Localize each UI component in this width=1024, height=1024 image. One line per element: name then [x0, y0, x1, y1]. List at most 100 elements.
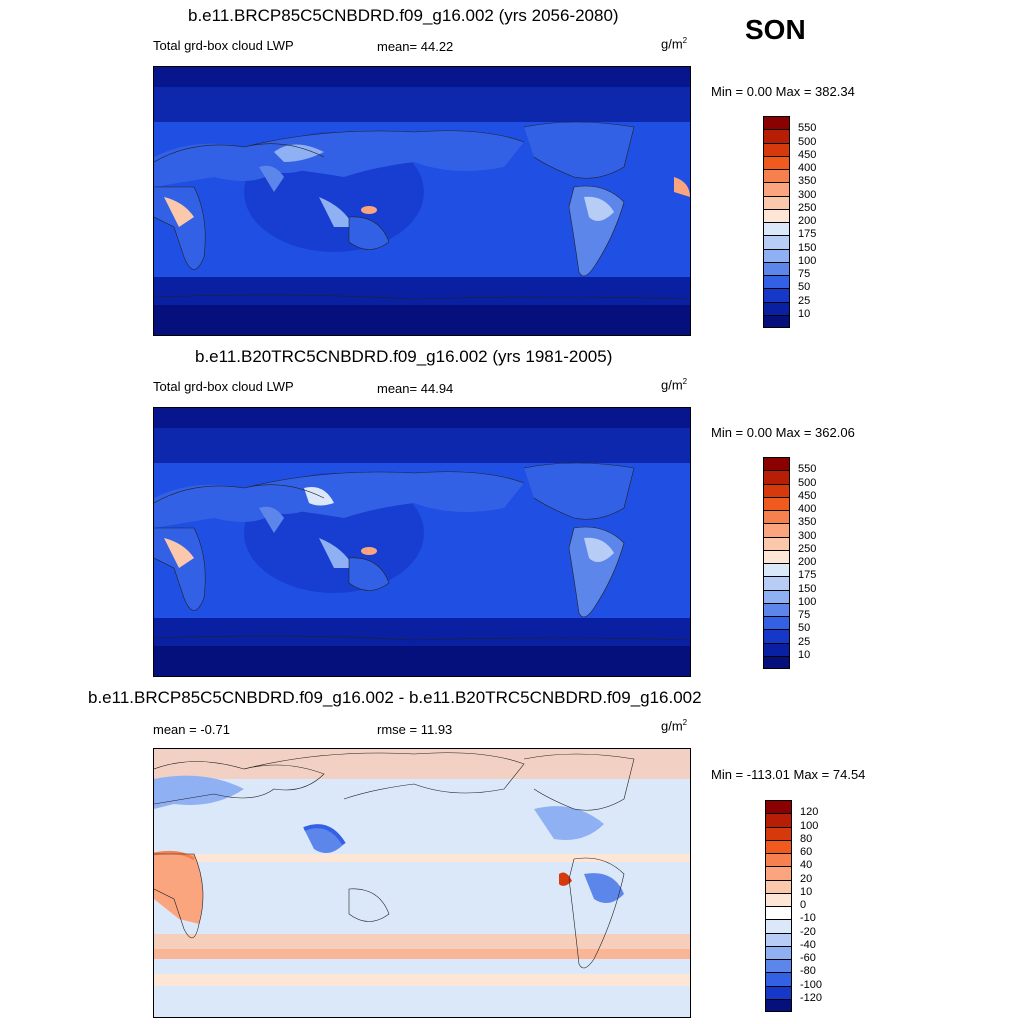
colorbar-swatch	[765, 879, 792, 893]
unit-sup: 2	[682, 36, 688, 45]
colorbar-swatch	[763, 470, 790, 484]
panel-mean-b20tr: mean= 44.94	[377, 381, 453, 396]
colorbar-swatch	[765, 959, 792, 973]
colorbar-label: 40	[800, 859, 813, 872]
panel-mean-rcp85: mean= 44.22	[377, 39, 453, 54]
colorbar-swatch	[763, 142, 790, 156]
colorbar-swatch	[765, 998, 792, 1012]
colorbar-label: 250	[798, 201, 817, 214]
colorbar-label: 100	[798, 254, 817, 267]
colorbar-swatch	[763, 483, 790, 497]
colorbar-swatch	[763, 549, 790, 563]
colorbar-swatch	[763, 523, 790, 537]
colorbar-swatch	[763, 576, 790, 590]
colorbar-label: 120	[800, 806, 819, 819]
colorbar-swatch	[763, 235, 790, 249]
colorbar-label: 10	[798, 648, 811, 661]
mean-label: mean=	[377, 381, 418, 396]
panel-minmax-b20tr: Min = 0.00 Max = 362.06	[711, 425, 855, 440]
colorbar-swatch	[763, 155, 790, 169]
colorbar-swatch	[763, 275, 790, 289]
colorbar-swatch	[765, 985, 792, 999]
colorbar-swatch	[763, 129, 790, 143]
panel-unit-b20tr: g/m2	[661, 377, 687, 392]
colorbar-label: 100	[800, 819, 819, 832]
colorbar-swatch	[763, 288, 790, 302]
panel-variable-label-rcp85: Total grd-box cloud LWP	[153, 38, 294, 53]
colorbar-swatch	[765, 800, 792, 814]
panel-mean-diff: mean = -0.71	[153, 722, 230, 737]
colorbar-label: 300	[798, 529, 817, 542]
colorbar-label: 200	[798, 556, 817, 568]
colorbar-label: 25	[798, 635, 811, 648]
colorbar-label: 150	[798, 582, 817, 595]
colorbar-label: 150	[798, 241, 817, 254]
map-diff-svg	[154, 749, 690, 1017]
colorbar-label: 0	[800, 899, 807, 911]
colorbar-swatch	[763, 629, 790, 643]
colorbar-label: -80	[800, 965, 816, 978]
colorbar-label: -60	[800, 952, 816, 964]
colorbar-label: 500	[798, 135, 817, 148]
colorbar-swatch	[763, 510, 790, 524]
colorbar-swatch	[765, 813, 792, 827]
map-rcp85	[153, 66, 691, 336]
colorbar-label: 350	[798, 175, 817, 188]
colorbar-label: 20	[800, 872, 813, 885]
unit-text: g/m	[661, 36, 683, 52]
colorbar-swatch	[763, 496, 790, 510]
colorbar-label: -120	[800, 991, 823, 1004]
map-b20tr	[153, 407, 691, 677]
colorbar-swatch	[763, 116, 790, 130]
mean-label: mean=	[377, 39, 418, 54]
unit-text: g/m	[661, 377, 683, 393]
colorbar-swatch	[765, 826, 792, 840]
colorbar-label: 10	[800, 885, 813, 898]
colorbar-swatch	[765, 932, 792, 946]
colorbar-swatch	[763, 655, 790, 669]
colorbar-swatch	[765, 919, 792, 933]
mean-value: 44.22	[420, 39, 454, 54]
colorbar-swatch	[765, 972, 792, 986]
colorbar-swatch	[763, 457, 790, 471]
colorbar-rcp85: 550 500 450 400 350 300 250 200 175 150 100 75 50 25 1…	[763, 116, 843, 328]
colorbar-label: -40	[800, 938, 816, 951]
panel-title-rcp85: b.e11.BRCP85C5CNBDRD.f09_g16.002 (yrs 20…	[188, 6, 619, 25]
colorbar-swatch	[763, 195, 790, 209]
land-north-america	[524, 122, 634, 179]
colorbar-swatch	[763, 261, 790, 275]
colorbar-swatch	[763, 248, 790, 262]
panel-minmax-diff: Min = -113.01 Max = 74.54	[711, 767, 866, 782]
rmse-value: 11.93	[420, 722, 453, 737]
colorbar-swatch	[763, 616, 790, 630]
colorbar-label: 550	[798, 122, 817, 135]
season-label: SON	[745, 14, 806, 45]
colorbar-swatch	[763, 182, 790, 196]
colorbar-label: 50	[798, 622, 811, 635]
colorbar-label: -20	[800, 925, 816, 938]
colorbar-label: 550	[798, 463, 817, 476]
colorbar-label: 25	[798, 294, 811, 307]
colorbar-swatch	[763, 642, 790, 656]
colorbar-label: 200	[798, 215, 817, 227]
colorbar-label: 350	[798, 516, 817, 529]
colorbar-label: 400	[798, 503, 817, 515]
land-eurasia-east	[244, 130, 524, 177]
colorbar-swatch	[765, 892, 792, 906]
colorbar-swatch	[765, 866, 792, 880]
unit-sup: 2	[682, 718, 688, 727]
map-rcp85-svg	[154, 67, 690, 335]
unit-text: g/m	[661, 718, 683, 734]
colorbar-diff: 120 100 80 60 40 20 10 0 -10 -20 -40 -60 -80 -100 -120	[765, 800, 845, 1012]
rmse-label: rmse =	[377, 722, 418, 737]
colorbar-label: 75	[798, 609, 811, 621]
colorbar-label: 60	[800, 846, 813, 858]
map-b20tr-svg	[154, 408, 690, 676]
colorbar-label: 75	[798, 268, 811, 280]
panel-unit-diff: g/m2	[661, 718, 687, 733]
colorbar-label: 100	[798, 595, 817, 608]
panel-rmse-diff: rmse = 11.93	[377, 722, 452, 737]
colorbar-label: 50	[798, 281, 811, 294]
panel-variable-label-b20tr: Total grd-box cloud LWP	[153, 379, 294, 394]
colorbar-swatch	[763, 602, 790, 616]
